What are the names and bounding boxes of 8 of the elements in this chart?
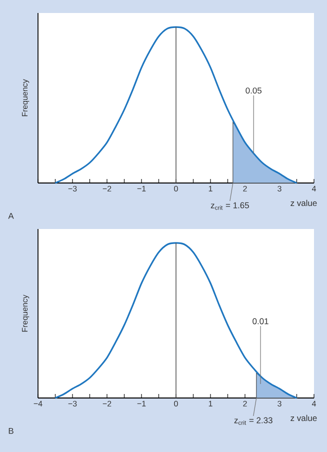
annotation: z$_{crit}$ = 2.33 [234,417,272,425]
text: A [8,212,14,219]
annotation: z$_{crit}$ = 1.65 [210,202,249,210]
annotation: 0.05 [246,88,262,94]
text: B [8,428,14,434]
x-axis-title: z value [290,200,317,206]
x-axis-title: z value [290,414,317,422]
annotation: 0.01 [252,318,268,324]
